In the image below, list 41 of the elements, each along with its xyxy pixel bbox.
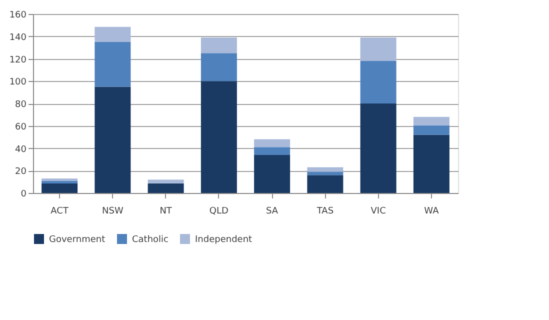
bar bbox=[200, 37, 237, 54]
y-tick-label: 0 bbox=[20, 190, 27, 200]
x-tick-label: VIC bbox=[370, 206, 386, 216]
bar bbox=[307, 172, 344, 176]
x-tick-label: NT bbox=[160, 206, 172, 216]
bar bbox=[360, 60, 396, 104]
y-tick-label: 40 bbox=[15, 144, 27, 155]
bar bbox=[254, 154, 290, 193]
bar bbox=[307, 175, 344, 193]
y-tick-label: 140 bbox=[9, 32, 27, 43]
bar bbox=[254, 139, 290, 148]
bar bbox=[200, 53, 237, 82]
bar bbox=[94, 42, 131, 87]
bar bbox=[360, 104, 396, 193]
bar bbox=[148, 180, 184, 184]
y-tick-label: 120 bbox=[9, 55, 27, 66]
bar bbox=[360, 37, 396, 61]
y-tick-label: 160 bbox=[9, 10, 27, 20]
bar bbox=[413, 134, 450, 193]
y-tick-label: 100 bbox=[9, 78, 27, 88]
bar bbox=[42, 183, 78, 193]
y-tick-label: 20 bbox=[15, 167, 27, 178]
x-tick-label: TAS bbox=[316, 206, 334, 216]
bar bbox=[94, 26, 131, 42]
x-tick-label: QLD bbox=[209, 206, 229, 216]
x-tick-label: NSW bbox=[102, 206, 124, 216]
bar bbox=[413, 125, 450, 135]
bar bbox=[413, 116, 450, 126]
y-tick-label: 80 bbox=[15, 100, 27, 110]
bar bbox=[94, 86, 131, 193]
bar bbox=[254, 147, 290, 155]
bar bbox=[200, 81, 237, 193]
x-tick-label: WA bbox=[424, 206, 440, 216]
y-tick-label: 60 bbox=[15, 122, 27, 132]
legend-label: Catholic bbox=[132, 235, 169, 245]
bar bbox=[42, 180, 78, 184]
legend-label: Independent bbox=[195, 235, 253, 245]
x-tick-label: ACT bbox=[50, 206, 69, 216]
legend-label: Government bbox=[49, 235, 106, 245]
bar bbox=[148, 183, 184, 193]
x-tick-label: SA bbox=[266, 206, 279, 216]
